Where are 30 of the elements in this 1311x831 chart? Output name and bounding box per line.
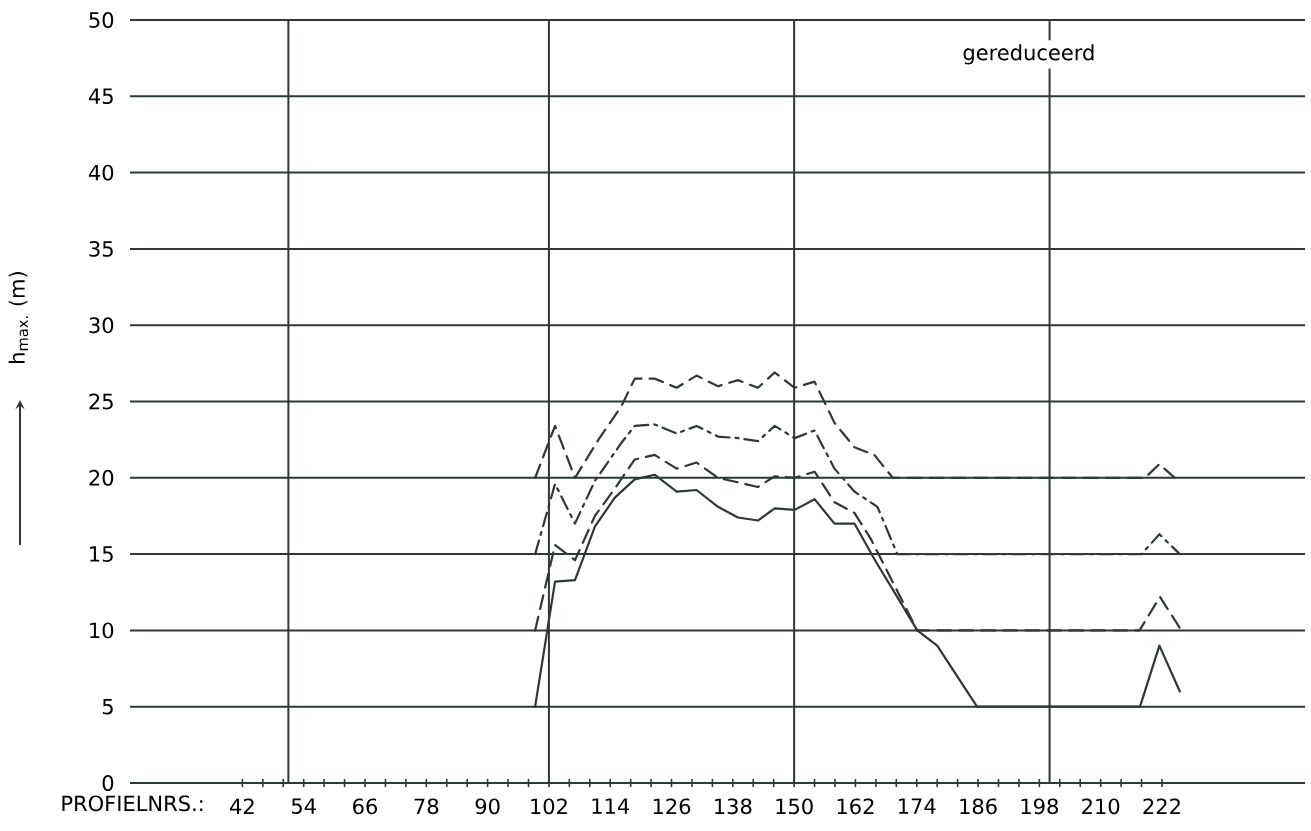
x-tick-label: 102 [531, 798, 567, 815]
y-tick-label: 25 [89, 393, 113, 410]
y-tick-label: 35 [89, 240, 113, 257]
x-tick-label: 90 [475, 798, 500, 815]
x-tick-label: 42 [230, 798, 254, 814]
y-tick-label: 15 [90, 546, 113, 562]
x-tick-label: 162 [837, 798, 874, 815]
x-tick-label: 66 [353, 798, 378, 815]
x-tick-label: 210 [1082, 798, 1120, 815]
annotation: gereduceerd [963, 44, 1094, 65]
y-tick-label: 30 [89, 317, 114, 334]
x-tick-label: 222 [1143, 798, 1180, 814]
y-tick-label: 0 [102, 775, 114, 791]
x-tick-label: 150 [776, 798, 813, 815]
x-tick-label: 186 [960, 798, 997, 815]
y-tick-label: 20 [89, 469, 114, 486]
x-tick-label: 138 [715, 798, 752, 815]
x-tick-label: 54 [291, 798, 316, 814]
y-axis-title: h$_{max.}$ (m) [8, 272, 29, 363]
y-tick-label: 50 [89, 12, 114, 28]
y-tick-label: 10 [90, 622, 114, 639]
y-tick-label: 5 [102, 698, 113, 715]
y-tick-label: 40 [88, 164, 114, 181]
y-tick-label: 45 [88, 88, 113, 105]
x-axis-title: PROFIELNRS.: [62, 795, 203, 812]
x-tick-label: 174 [898, 798, 936, 814]
x-tick-label: 78 [414, 798, 439, 815]
x-tick-label: 198 [1021, 798, 1058, 815]
x-tick-label: 126 [653, 798, 691, 815]
x-tick-label: 114 [592, 798, 630, 814]
